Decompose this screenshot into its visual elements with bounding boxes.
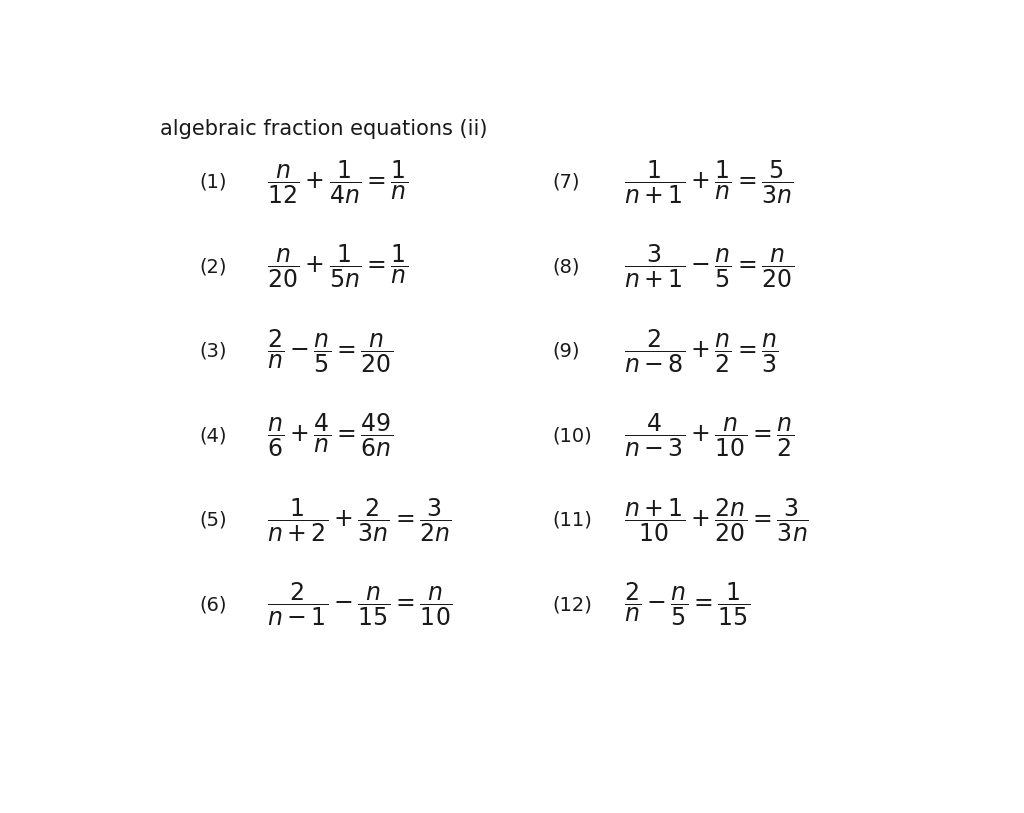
Text: $\dfrac{2}{n} - \dfrac{n}{5} = \dfrac{n}{20}$: $\dfrac{2}{n} - \dfrac{n}{5} = \dfrac{n}…	[267, 328, 393, 375]
Text: $\dfrac{2}{n - 1} - \dfrac{n}{15} = \dfrac{n}{10}$: $\dfrac{2}{n - 1} - \dfrac{n}{15} = \dfr…	[267, 581, 452, 628]
Text: (8): (8)	[553, 257, 580, 276]
Text: (2): (2)	[200, 257, 227, 276]
Text: $\dfrac{2}{n - 8} + \dfrac{n}{2} = \dfrac{n}{3}$: $\dfrac{2}{n - 8} + \dfrac{n}{2} = \dfra…	[624, 328, 779, 375]
Text: (3): (3)	[200, 341, 227, 361]
Text: $\dfrac{n}{6} + \dfrac{4}{n} = \dfrac{49}{6n}$: $\dfrac{n}{6} + \dfrac{4}{n} = \dfrac{49…	[267, 412, 393, 459]
Text: (5): (5)	[200, 511, 227, 529]
Text: $\dfrac{3}{n + 1} - \dfrac{n}{5} = \dfrac{n}{20}$: $\dfrac{3}{n + 1} - \dfrac{n}{5} = \dfra…	[624, 243, 794, 290]
Text: (6): (6)	[200, 595, 227, 614]
Text: (7): (7)	[553, 172, 580, 192]
Text: $\dfrac{n + 1}{10} + \dfrac{2n}{20} = \dfrac{3}{3n}$: $\dfrac{n + 1}{10} + \dfrac{2n}{20} = \d…	[624, 497, 809, 544]
Text: (4): (4)	[200, 426, 227, 445]
Text: (1): (1)	[200, 172, 227, 192]
Text: $\dfrac{4}{n - 3} + \dfrac{n}{10} = \dfrac{n}{2}$: $\dfrac{4}{n - 3} + \dfrac{n}{10} = \dfr…	[624, 412, 794, 459]
Text: (10): (10)	[553, 426, 592, 445]
Text: (9): (9)	[553, 341, 580, 361]
Text: algebraic fraction equations (ii): algebraic fraction equations (ii)	[160, 120, 487, 140]
Text: (11): (11)	[553, 511, 593, 529]
Text: $\dfrac{n}{20} + \dfrac{1}{5n} = \dfrac{1}{n}$: $\dfrac{n}{20} + \dfrac{1}{5n} = \dfrac{…	[267, 243, 408, 290]
Text: (12): (12)	[553, 595, 593, 614]
Text: $\dfrac{2}{n} - \dfrac{n}{5} = \dfrac{1}{15}$: $\dfrac{2}{n} - \dfrac{n}{5} = \dfrac{1}…	[624, 581, 750, 628]
Text: $\dfrac{n}{12} + \dfrac{1}{4n} = \dfrac{1}{n}$: $\dfrac{n}{12} + \dfrac{1}{4n} = \dfrac{…	[267, 159, 408, 206]
Text: $\dfrac{1}{n + 2} + \dfrac{2}{3n} = \dfrac{3}{2n}$: $\dfrac{1}{n + 2} + \dfrac{2}{3n} = \dfr…	[267, 497, 452, 544]
Text: $\dfrac{1}{n + 1} + \dfrac{1}{n} = \dfrac{5}{3n}$: $\dfrac{1}{n + 1} + \dfrac{1}{n} = \dfra…	[624, 159, 794, 206]
